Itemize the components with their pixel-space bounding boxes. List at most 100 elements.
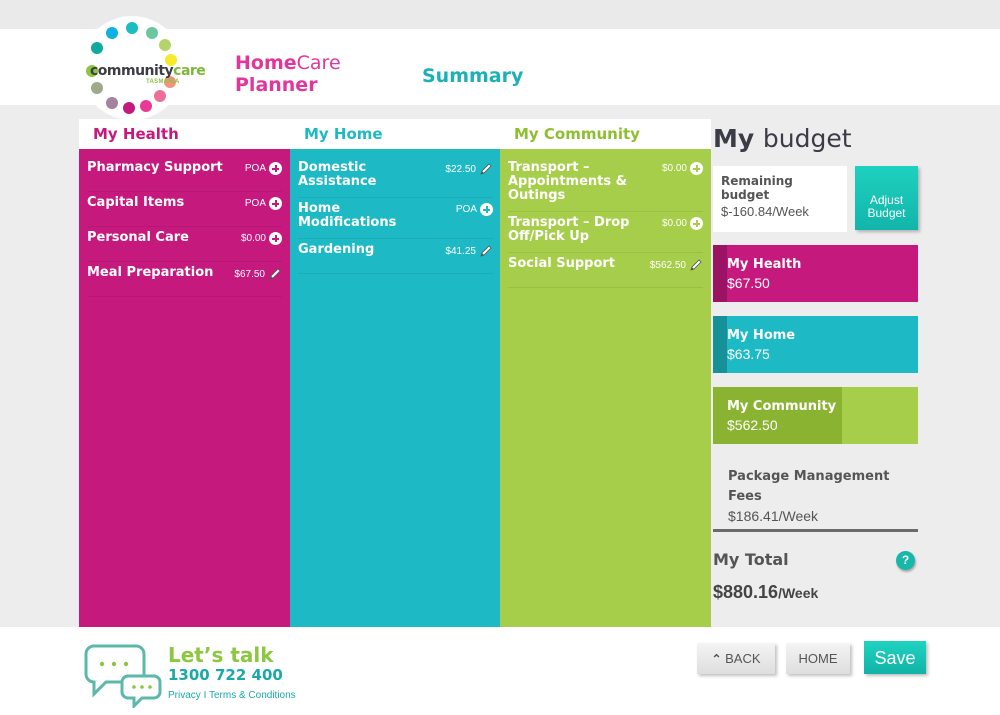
package-fees-value: $186.41/Week [728, 508, 819, 524]
add-icon[interactable] [690, 162, 703, 175]
service-name: Home Modifications [298, 201, 397, 230]
logo-dot [91, 42, 104, 54]
budget-bar-value: $63.75 [727, 346, 770, 362]
service-value: $22.50 [445, 163, 476, 175]
service-item[interactable]: Pharmacy Support POA [87, 157, 282, 192]
service-item[interactable]: Gardening $41.25 [298, 239, 493, 274]
app-title-care: Care [296, 52, 341, 74]
package-management-fees: Package Management Fees $186.41/Week [713, 467, 918, 532]
community-care-logo[interactable]: communitycare TASMANIA [80, 16, 206, 120]
package-fees-label: Package Management Fees [728, 469, 890, 504]
logo-dot [165, 53, 178, 66]
logo-dot [122, 101, 135, 114]
pencil-edit-icon[interactable] [268, 267, 282, 281]
back-label: BACK [725, 651, 761, 666]
column-title: My Community [500, 119, 711, 149]
help-icon[interactable]: ? [896, 551, 915, 570]
service-item[interactable]: Meal Preparation $67.50 [87, 262, 282, 297]
pencil-edit-icon[interactable] [689, 258, 703, 272]
column-items: Transport – Appointments & Outings $0.00 T… [500, 149, 711, 627]
pencil-edit-icon[interactable] [479, 244, 493, 258]
budget-bar-value: $562.50 [727, 417, 778, 433]
service-item[interactable]: Domestic Assistance $22.50 [298, 157, 493, 198]
service-value: $67.50 [234, 268, 265, 280]
column-my-community: My Community Transport – Appointments & … [500, 119, 711, 627]
pencil-edit-icon[interactable] [479, 162, 493, 176]
service-value: $41.25 [445, 245, 476, 257]
service-name: Meal Preparation [87, 265, 214, 280]
budget-bar-my-health[interactable]: My Health $67.50 [713, 245, 918, 302]
remaining-budget-value: $-160.84/Week [721, 204, 809, 219]
remaining-budget-label: Remaining budget [721, 174, 793, 202]
home-button[interactable]: HOME [786, 643, 850, 674]
lets-talk-heading: Let’s talk [168, 643, 274, 667]
service-value: POA [244, 163, 266, 174]
budget-title-my: My [713, 124, 755, 153]
service-value-group: $562.50 [650, 257, 703, 272]
logo-dot [163, 75, 176, 88]
service-value-group: $67.50 [234, 266, 282, 281]
service-value: POA [244, 198, 266, 209]
logo-dot [86, 65, 99, 78]
budget-title-budget: budget [762, 124, 852, 153]
add-icon[interactable] [690, 217, 703, 230]
service-name: Personal Care [87, 230, 189, 245]
save-button[interactable]: Save [864, 641, 926, 674]
budget-bar-label: My Home [727, 328, 796, 343]
chevron-up-icon: ⌃ [711, 652, 722, 666]
back-button[interactable]: ⌃ BACK [697, 643, 775, 674]
logo-dot [106, 96, 118, 109]
logo-dot [139, 99, 152, 112]
service-value-group: POA [456, 202, 493, 216]
service-item[interactable]: Capital Items POA [87, 192, 282, 227]
add-icon[interactable] [269, 197, 282, 210]
column-title: My Health [79, 119, 290, 149]
service-item[interactable]: Transport – Drop Off/Pick Up $0.00 [508, 212, 703, 253]
service-item[interactable]: Home Modifications POA [298, 198, 493, 239]
logo-name-accent: care [173, 63, 206, 79]
add-icon[interactable] [269, 162, 282, 175]
budget-bar-text: My Home $63.75 [727, 328, 795, 364]
column-my-health: My Health Pharmacy Support POA Capital Ite… [79, 119, 290, 627]
budget-bar-text: My Health $67.50 [727, 257, 801, 293]
budget-title: My budget [713, 124, 852, 153]
service-value: $0.00 [661, 218, 687, 229]
service-name: Social Support [508, 256, 615, 271]
app-title: HomeCare Planner [235, 52, 341, 96]
budget-bar-label: My Health [727, 257, 802, 272]
logo-dot [126, 22, 138, 34]
column-items: Domestic Assistance $22.50 Home Modificati… [290, 149, 501, 627]
column-my-home: My Home Domestic Assistance $22.50 Home Mo… [290, 119, 501, 627]
adjust-budget-button[interactable]: Adjust Budget [855, 166, 918, 230]
service-name: Pharmacy Support [87, 160, 223, 175]
service-value-group: $0.00 [241, 231, 282, 245]
budget-bar-fill [713, 245, 728, 302]
top-strip [0, 0, 1000, 29]
logo-dot [106, 27, 118, 40]
service-item[interactable]: Personal Care $0.00 [87, 227, 282, 262]
service-name: Transport – Appointments & Outings [508, 160, 627, 203]
privacy-link[interactable]: Privacy [168, 690, 201, 701]
app-title-home: Home [235, 52, 297, 74]
budget-bar-fill [713, 316, 728, 373]
column-title: My Home [290, 119, 501, 149]
add-icon[interactable] [480, 203, 493, 216]
column-items: Pharmacy Support POA Capital Items POA Perso… [79, 149, 290, 627]
logo-dot [91, 82, 104, 94]
footer-links: Privacy I Terms & Conditions [168, 690, 296, 701]
service-item[interactable]: Social Support $562.50 [508, 253, 703, 288]
service-name: Gardening [298, 242, 375, 257]
service-item[interactable]: Transport – Appointments & Outings $0.00 [508, 157, 703, 212]
phone-number[interactable]: 1300 722 400 [168, 666, 283, 684]
service-name: Domestic Assistance [298, 160, 377, 189]
service-value-group: $22.50 [445, 161, 493, 176]
budget-bar-my-home[interactable]: My Home $63.75 [713, 316, 918, 373]
add-icon[interactable] [269, 232, 282, 245]
service-name: Capital Items [87, 195, 185, 210]
budget-bar-my-community[interactable]: My Community $562.50 [713, 387, 918, 444]
budget-bar-fill [713, 387, 843, 444]
service-value-group: POA [245, 196, 282, 210]
service-value: $562.50 [649, 259, 686, 271]
terms-link[interactable]: Terms & Conditions [208, 690, 296, 701]
logo-region: TASMANIA [146, 79, 180, 85]
